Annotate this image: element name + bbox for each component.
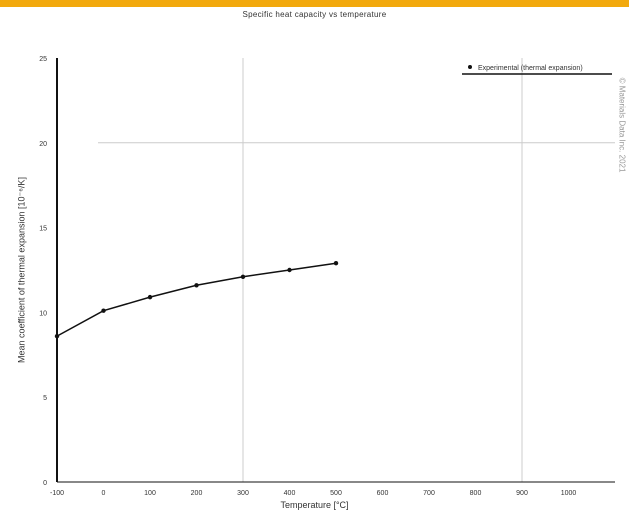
x-tick-label: 400 bbox=[284, 490, 296, 497]
x-tick-label: 600 bbox=[377, 490, 389, 497]
x-tick-label: 900 bbox=[516, 490, 528, 497]
x-axis-label: Temperature [°C] bbox=[280, 500, 349, 510]
y-tick-label: 25 bbox=[39, 56, 47, 63]
x-tick-label: 700 bbox=[423, 490, 435, 497]
y-tick-label: 20 bbox=[39, 141, 47, 148]
x-tick-label: 0 bbox=[102, 490, 106, 497]
data-point bbox=[333, 261, 339, 266]
y-tick-label: 0 bbox=[43, 480, 47, 487]
x-tick-label: 500 bbox=[330, 490, 342, 497]
y-tick-label: 5 bbox=[43, 395, 47, 402]
data-point bbox=[287, 267, 292, 273]
data-point bbox=[101, 308, 106, 313]
data-point bbox=[194, 283, 199, 288]
y-tick-label: 15 bbox=[39, 226, 47, 233]
x-tick-label: 100 bbox=[144, 490, 156, 497]
data-point bbox=[147, 294, 153, 300]
series-line bbox=[56, 262, 337, 337]
legend-marker bbox=[468, 65, 472, 69]
data-point bbox=[240, 274, 246, 279]
x-tick-label: 800 bbox=[470, 490, 482, 497]
accent-bar bbox=[0, 0, 629, 7]
x-tick-label: 300 bbox=[237, 490, 249, 497]
legend-label: Experimental (thermal expansion) bbox=[478, 65, 583, 72]
x-tick-label: 200 bbox=[191, 490, 203, 497]
data-point bbox=[54, 333, 60, 339]
x-tick-label: 1000 bbox=[561, 490, 577, 497]
x-tick-label: -100 bbox=[50, 490, 64, 497]
y-tick-label: 10 bbox=[39, 310, 47, 317]
chart-title: Specific heat capacity vs temperature bbox=[242, 10, 387, 19]
